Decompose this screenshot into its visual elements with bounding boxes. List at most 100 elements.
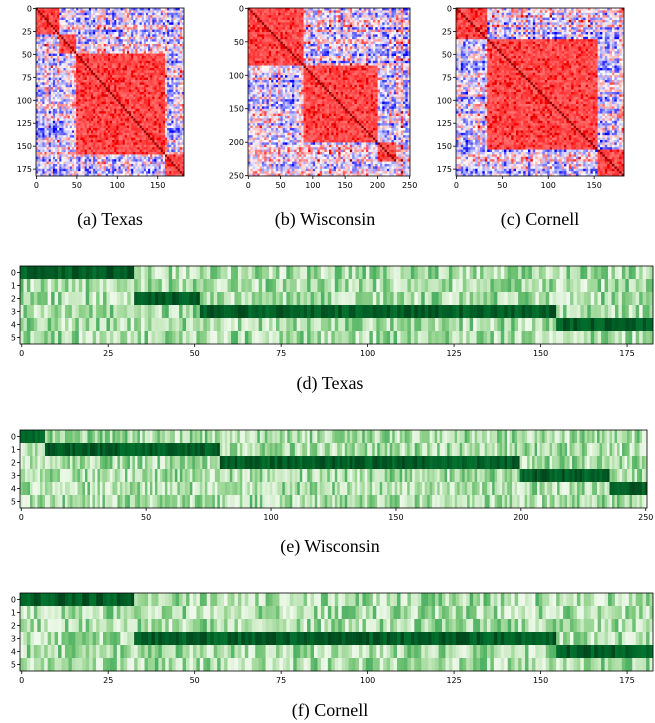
matrix-cell [105,34,109,38]
matrix-cell [150,161,153,165]
matrix-cell [40,144,43,148]
matrix-cell [133,125,136,129]
matrix-cell [67,135,71,138]
matrix-cell [160,75,164,78]
matrix-cell [101,120,104,124]
matrix-cell [131,41,134,45]
matrix-cell [76,166,79,170]
matrix-cell [59,108,62,112]
matrix-cell [152,111,155,114]
matrix-cell [76,58,79,62]
matrix-cell [107,22,111,26]
matrix-cell [95,63,98,66]
matrix-cell [69,128,73,131]
matrix-cell [97,60,100,64]
matrix-cell [129,125,132,129]
matrix-cell [118,63,121,66]
matrix-cell [55,17,58,21]
matrix-cell [116,32,119,35]
matrix-cell [44,34,47,38]
matrix-cell [65,75,69,78]
matrix-cell [61,63,64,66]
matrix-cell [105,41,109,45]
matrix-cell [78,75,81,78]
matrix-cell [63,118,66,122]
matrix-cell [137,75,140,78]
matrix-cell [179,118,183,122]
matrix-cell [131,166,134,170]
matrix-cell [40,164,43,167]
matrix-cell [107,142,111,146]
matrix-cell [101,164,104,167]
matrix-cell [135,168,138,172]
matrix-cell [160,101,164,105]
matrix-cell [82,75,85,78]
matrix-cell [110,101,113,105]
matrix-cell [278,8,281,11]
matrix-cell [150,77,153,81]
matrix-cell [118,17,121,21]
matrix-cell [164,132,168,136]
matrix-cell [55,82,58,86]
matrix-cell [67,96,71,100]
matrix-cell [63,75,66,78]
matrix-cell [57,84,60,88]
matrix-cell [164,36,168,40]
matrix-cell [48,156,52,160]
matrix-cell [112,108,115,112]
matrix-cell [48,96,52,100]
matrix-cell [67,72,71,76]
matrix-cell [82,171,85,174]
matrix-cell [135,29,138,33]
matrix-cell [103,15,107,18]
matrix-cell [42,144,45,148]
matrix-cell [131,77,134,81]
matrix-cell [93,116,96,119]
matrix-cell [55,77,58,81]
matrix-cell [179,75,183,78]
matrix-cell [164,156,168,160]
matrix-cell [86,24,90,28]
matrix-cell [50,135,54,138]
matrix-cell [90,130,94,134]
matrix-cell [129,132,132,136]
matrix-cell [95,152,98,155]
matrix-cell [122,104,126,107]
matrix-cell [50,111,54,114]
matrix-cell [65,53,69,57]
matrix-cell [36,159,39,162]
matrix-cell [63,164,66,167]
matrix-cell [38,161,41,165]
matrix-cell [162,147,166,150]
matrix-cell [82,140,85,143]
matrix-cell [167,161,170,165]
matrix-cell [38,46,41,50]
matrix-cell [135,65,138,69]
matrix-cell [103,144,107,148]
matrix-cell [65,128,69,131]
x-tick-label: 50 [72,181,82,190]
matrix-cell [175,173,178,177]
matrix-cell [36,128,39,131]
matrix-cell [122,39,126,42]
matrix-cell [80,32,83,35]
matrix-cell [65,140,69,143]
matrix-cell [143,60,147,64]
matrix-cell [171,96,174,100]
matrix-cell [160,116,164,119]
matrix-cell [80,80,83,83]
matrix-cell [42,116,45,119]
matrix-cell [122,166,126,170]
matrix-cell [93,144,96,148]
matrix-cell [169,147,172,150]
matrix-cell [139,53,143,57]
matrix-cell [164,168,168,172]
matrix-cell [181,22,185,26]
matrix-cell [84,132,88,136]
matrix-cell [74,70,77,74]
matrix-cell [179,12,183,16]
matrix-cell [36,120,39,124]
matrix-cell [160,8,164,11]
matrix-cell [55,152,58,155]
matrix-cell [175,96,178,100]
